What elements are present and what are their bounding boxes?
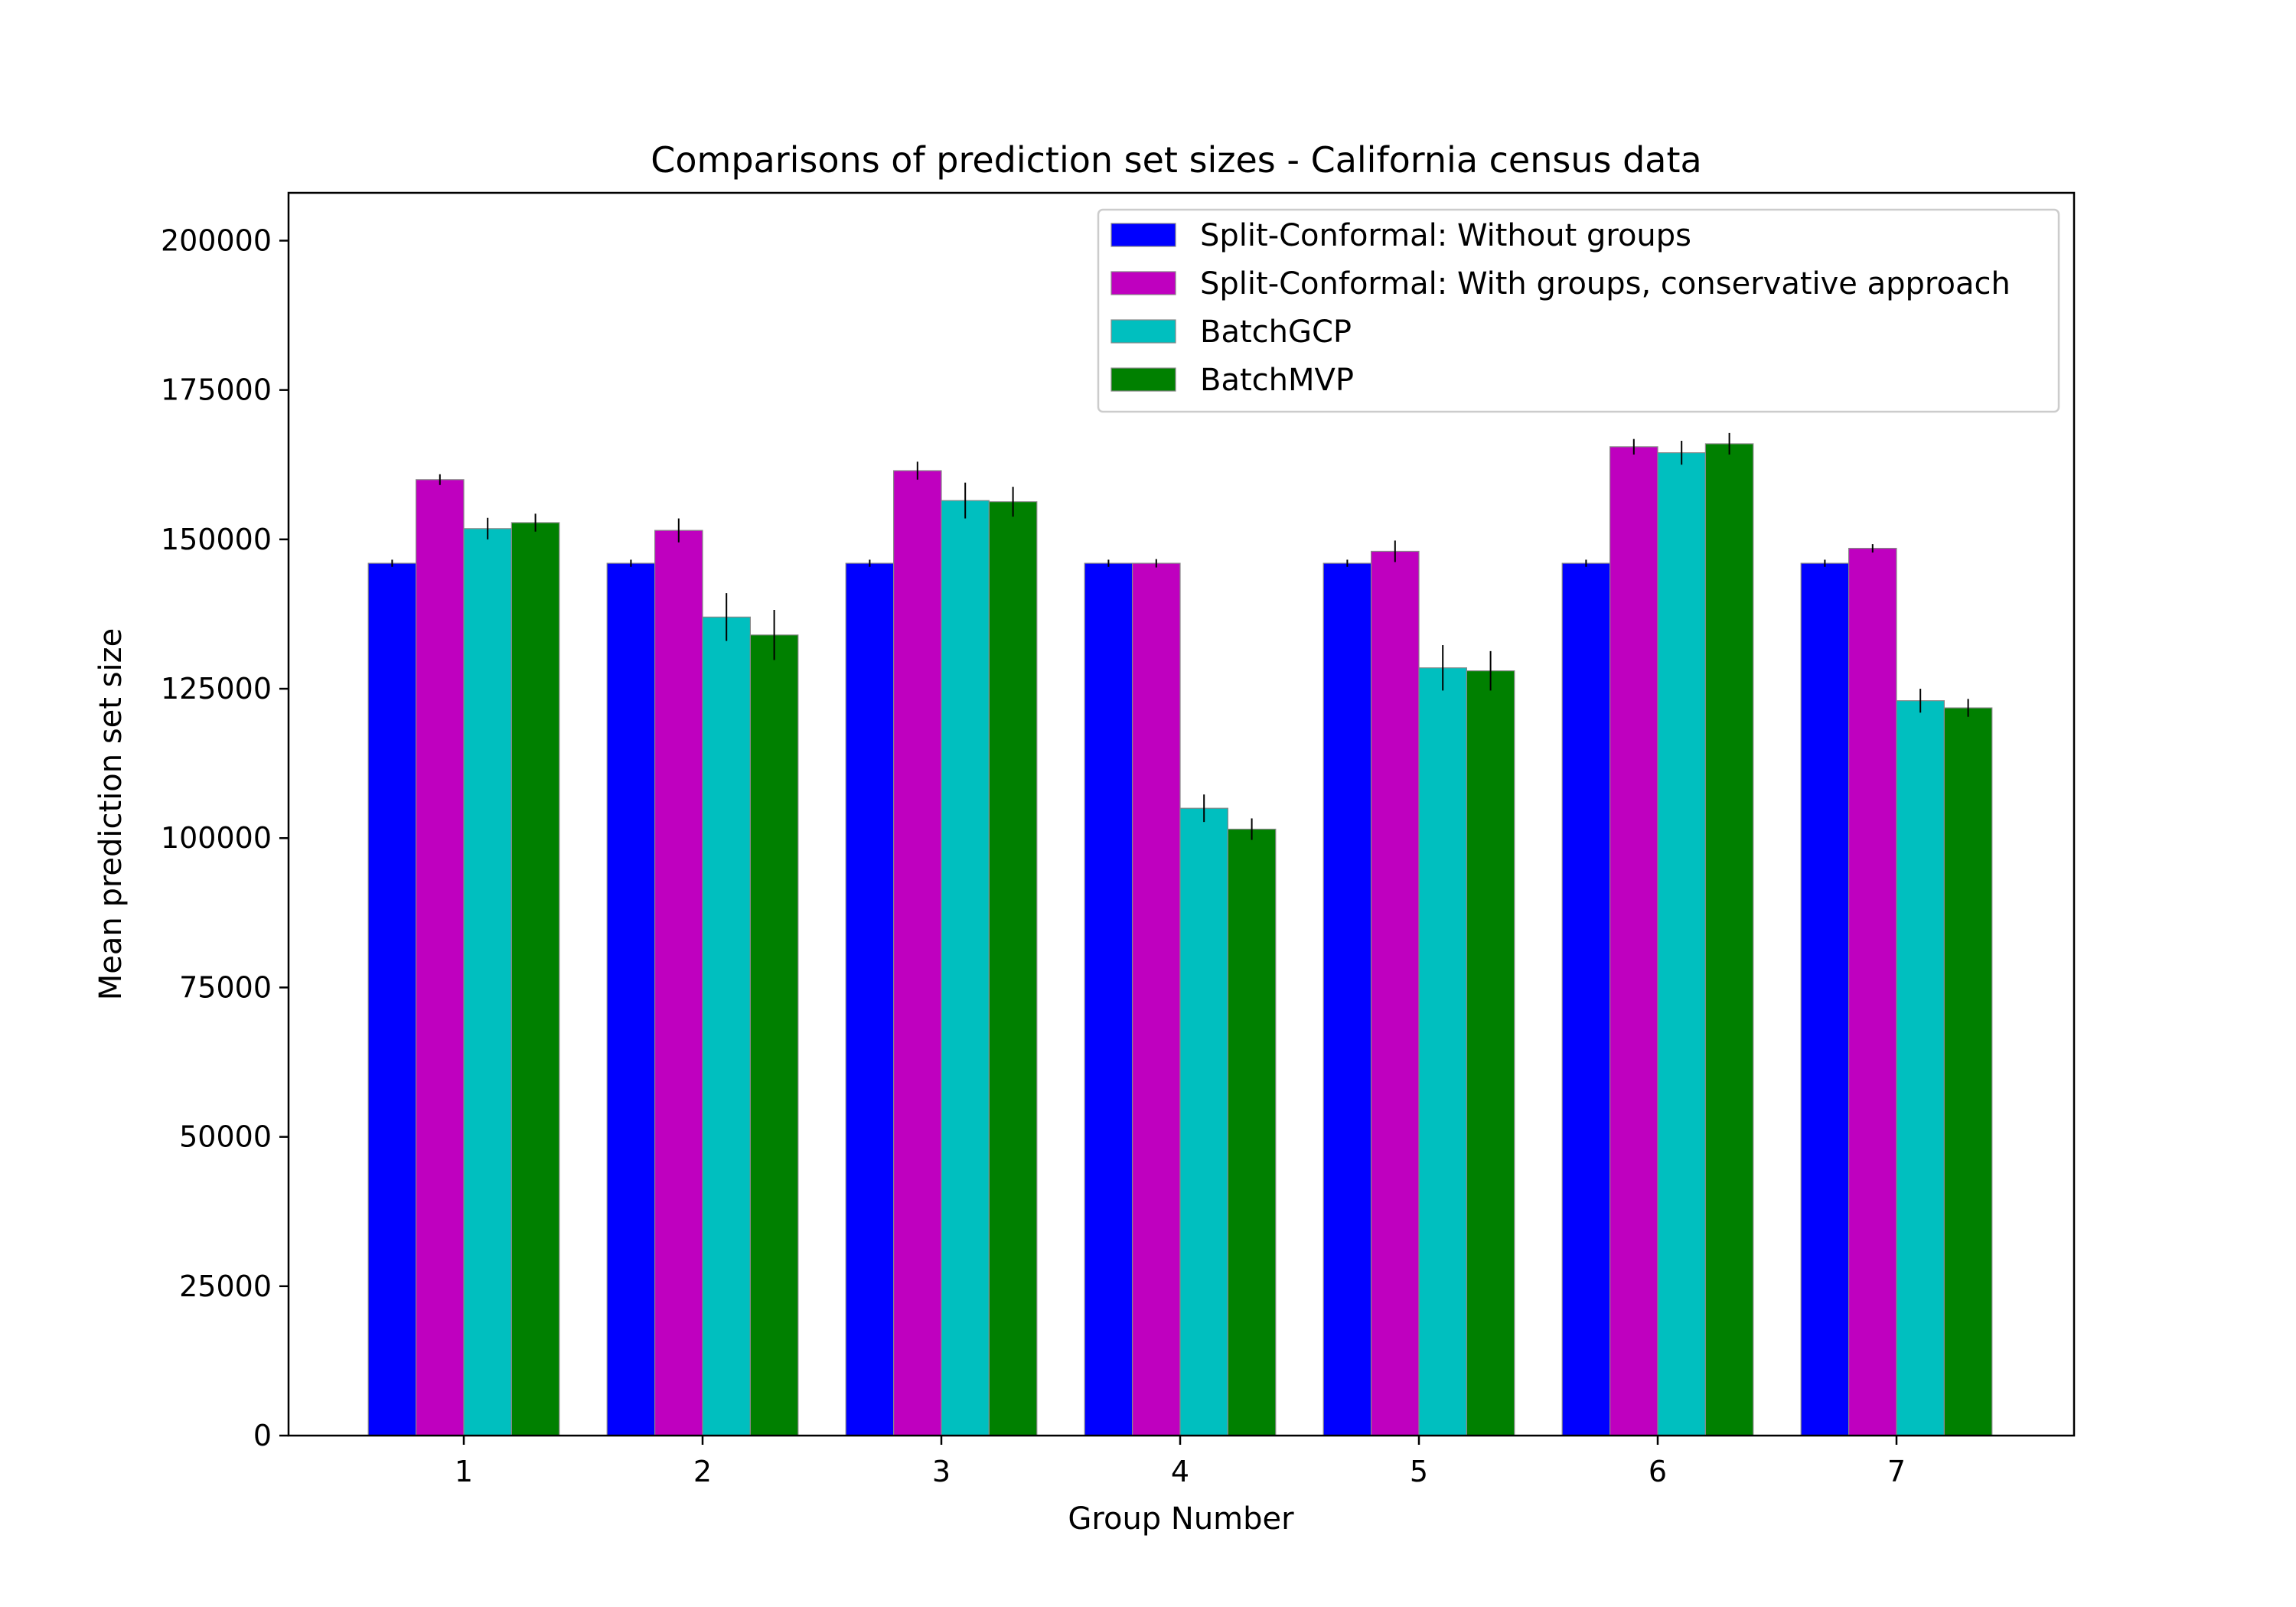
y-tick-label: 200000 [161,223,272,257]
bar-series-4-group-7 [1943,707,1993,1436]
x-tick-label: 6 [1649,1455,1667,1488]
bar-series-1-group-1 [367,562,417,1436]
bar-series-3-group-4 [1179,807,1229,1436]
bar-series-2-group-3 [892,470,942,1436]
bar-series-4-group-6 [1704,443,1754,1436]
legend-swatch-series-3 [1110,319,1176,344]
bar-series-3-group-5 [1418,667,1468,1436]
x-tick-label: 1 [455,1455,473,1488]
legend-swatch-series-2 [1110,271,1176,295]
legend-label-series-1: Split-Conformal: Without groups [1200,218,1691,253]
x-tick-label: 7 [1887,1455,1906,1488]
bar-series-3-group-3 [941,500,990,1436]
y-tick-label: 100000 [161,821,272,855]
bars-group [367,443,1993,1436]
bar-series-1-group-6 [1561,562,1611,1436]
bar-series-3-group-2 [702,616,752,1436]
y-tick-label: 150000 [161,523,272,556]
bar-series-4-group-5 [1466,670,1515,1436]
legend-items: Split-Conformal: Without groups Split-Con… [1110,218,2011,398]
legend-label-series-4: BatchMVP [1200,363,1354,398]
x-tick-label: 2 [693,1455,712,1488]
bar-series-2-group-1 [415,479,465,1436]
bar-series-2-group-2 [654,530,703,1436]
y-axis: 0 25000 50000 75000 100000 125000 150000 175000… [161,223,289,1452]
y-tick-label: 0 [253,1419,272,1452]
bar-series-1-group-5 [1322,562,1372,1436]
plot-frame [287,191,2076,1437]
x-tick-label: 5 [1410,1455,1428,1488]
legend: Split-Conformal: Without groups Split-Con… [1097,208,2060,413]
y-tick-label: 50000 [179,1120,272,1154]
legend-swatch-series-4 [1110,367,1176,392]
bar-series-4-group-1 [510,522,560,1436]
bar-series-2-group-6 [1609,446,1658,1436]
bar-series-1-group-2 [606,562,656,1436]
x-tick-label: 4 [1171,1455,1189,1488]
bar-series-1-group-3 [845,562,895,1436]
y-tick-label: 175000 [161,373,272,407]
y-tick-label: 75000 [179,970,272,1004]
bar-series-3-group-1 [463,528,513,1436]
x-tick-label: 3 [932,1455,951,1488]
bar-series-3-group-7 [1896,700,1945,1436]
y-tick-label: 125000 [161,672,272,706]
y-tick-label: 25000 [179,1270,272,1303]
legend-box [1097,208,2060,413]
bar-series-4-group-4 [1227,828,1277,1436]
x-axis: 1 2 3 4 5 6 7 [455,1436,1906,1488]
bar-series-1-group-4 [1084,562,1133,1436]
bar-series-4-group-3 [988,501,1038,1436]
bar-series-1-group-7 [1800,562,1850,1436]
legend-swatch-series-1 [1110,223,1176,247]
bar-series-2-group-7 [1848,547,1897,1436]
bar-series-2-group-4 [1131,562,1181,1436]
bar-series-2-group-5 [1370,550,1420,1436]
legend-label-series-2: Split-Conformal: With groups, conservati… [1200,266,2011,302]
legend-label-series-3: BatchGCP [1200,315,1352,350]
bar-series-3-group-6 [1657,452,1707,1436]
error-bars-group [391,432,1969,840]
y-axis-label: Mean prediction set size [93,628,129,1001]
x-axis-label: Group Number [1068,1501,1294,1537]
bar-series-4-group-2 [749,634,799,1436]
chart-title: Comparisons of prediction set sizes - Ca… [651,139,1701,181]
